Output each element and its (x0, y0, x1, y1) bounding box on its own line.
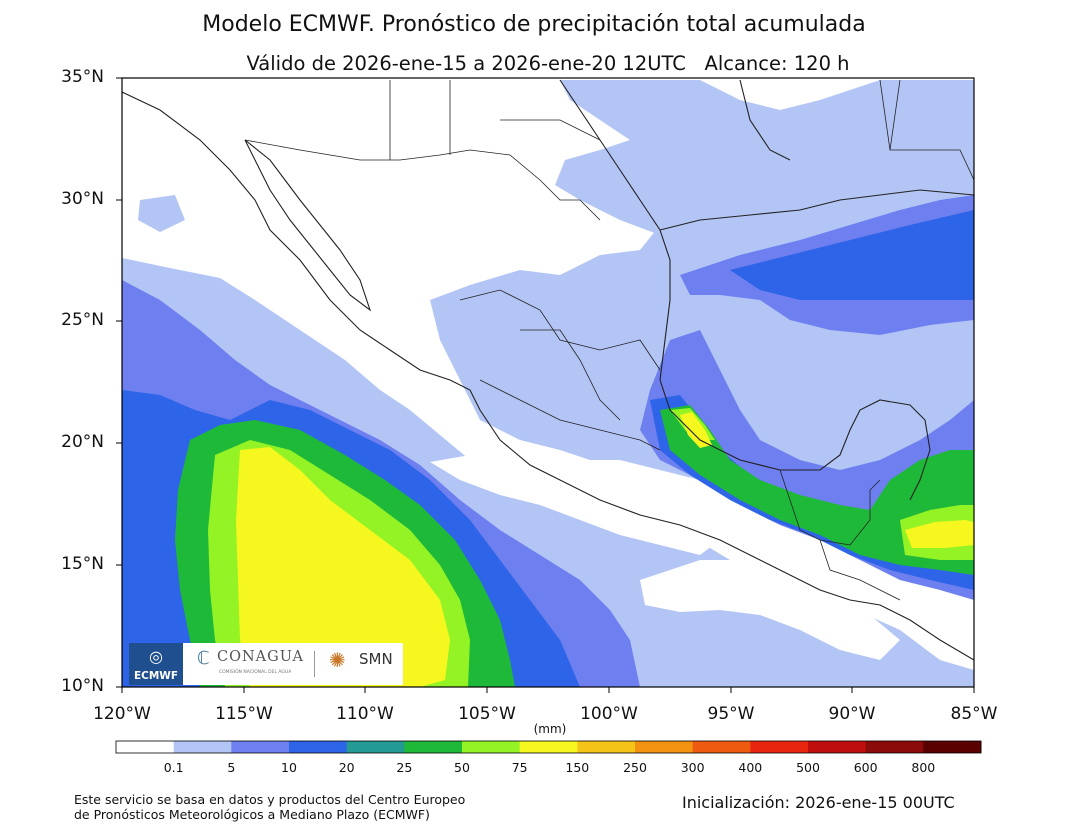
source-note: Este servicio se basa en datos y product… (74, 792, 465, 822)
lon-label-120: 120°W (93, 704, 151, 724)
precip-white-pacific-south (640, 560, 900, 660)
colorbar-label: 75 (511, 760, 528, 775)
lon-label-110: 110°W (336, 704, 394, 724)
colorbar-segment (346, 741, 405, 753)
precip-yellow-se (905, 520, 974, 548)
lat-label-30: 30°N (61, 189, 104, 209)
lat-label-20: 20°N (61, 432, 104, 452)
colorbar-label: 5 (227, 760, 236, 775)
precip-green-veracruz (660, 405, 974, 575)
precip-light-small1 (138, 195, 185, 232)
logo-divider (314, 651, 315, 677)
lon-label-115: 115°W (215, 704, 273, 724)
colorbar-label: 0.1 (163, 760, 184, 775)
lon-label-95: 95°W (707, 704, 755, 724)
colorbar-segment (289, 741, 348, 753)
smn-logo-text: SMN (359, 650, 393, 668)
source-note-line2: de Pronósticos Meteorológicos a Mediano … (74, 807, 430, 822)
colorbar-label: 300 (680, 760, 705, 775)
colorbar-segment (519, 741, 578, 753)
map-subtitle: Válido de 2026-ene-15 a 2026-ene-20 12UT… (246, 52, 850, 75)
precip-blue-gulf (730, 210, 974, 300)
lon-label-90: 90°W (828, 704, 876, 724)
lon-label-100: 100°W (580, 704, 638, 724)
coastlines (122, 79, 974, 661)
map-frame (121, 77, 975, 688)
colorbar-label: 250 (623, 760, 647, 775)
source-note-line1: Este servicio se basa en datos y product… (74, 792, 466, 807)
colorbar-label: 800 (911, 760, 936, 775)
lat-label-10: 10°N (61, 676, 104, 696)
conagua-logo-text: CONAGUA (217, 649, 304, 665)
precip-yellow-pacific (236, 447, 450, 687)
colorbar-segment (692, 741, 751, 753)
precip-light-north (555, 80, 974, 240)
lat-label-15: 15°N (61, 554, 104, 574)
ecmwf-logo: ◎ ECMWF (129, 643, 183, 685)
colorbar-segment (865, 741, 924, 753)
precip-white-pacific-band (430, 455, 720, 555)
colorbar-label: 25 (396, 760, 413, 775)
colorbar-segment (808, 741, 867, 753)
smn-logo-icon: ✺ (329, 648, 346, 672)
colorbar-segment (231, 741, 290, 753)
colorbar-segment (404, 741, 463, 753)
colorbar-label: 600 (853, 760, 878, 775)
lon-label-85: 85°W (950, 704, 998, 724)
colorbar-segment (923, 741, 982, 753)
precip-yellow-veracruz (680, 412, 712, 448)
logos-box: ◎ ECMWF ℂ CONAGUA COMISIÓN NACIONAL DEL … (129, 643, 403, 685)
colorbar-segment (462, 741, 521, 753)
lat-label-35: 35°N (61, 67, 104, 87)
colorbar-frame (115, 740, 982, 754)
colorbar-segment (577, 741, 636, 753)
colorbar-unit: (mm) (533, 722, 567, 736)
ecmwf-logo-icon: ◎ (149, 647, 163, 666)
ecmwf-logo-text: ECMWF (133, 670, 179, 682)
conagua-logo-icon: ℂ (197, 648, 210, 669)
conagua-logo-subtext: COMISIÓN NACIONAL DEL AGUA (219, 670, 292, 675)
colorbar-label: 400 (738, 760, 763, 775)
colorbar-label: 10 (281, 760, 297, 775)
colorbar-label: 500 (796, 760, 820, 775)
colorbar-segment (116, 741, 175, 753)
colorbar-segment (173, 741, 232, 753)
colorbar-label: 150 (565, 760, 590, 775)
colorbar (115, 740, 982, 754)
lon-label-105: 105°W (458, 704, 516, 724)
map-title: Modelo ECMWF. Pronóstico de precipitació… (202, 12, 866, 37)
colorbar-segment (635, 741, 694, 753)
axis-ticks (116, 77, 975, 693)
colorbar-label: 50 (454, 760, 470, 775)
colorbar-label: 20 (338, 760, 355, 775)
initialization-text: Inicialización: 2026-ene-15 00UTC (682, 793, 955, 812)
colorbar-segment (750, 741, 809, 753)
lat-label-25: 25°N (61, 310, 104, 330)
borders (244, 79, 974, 601)
